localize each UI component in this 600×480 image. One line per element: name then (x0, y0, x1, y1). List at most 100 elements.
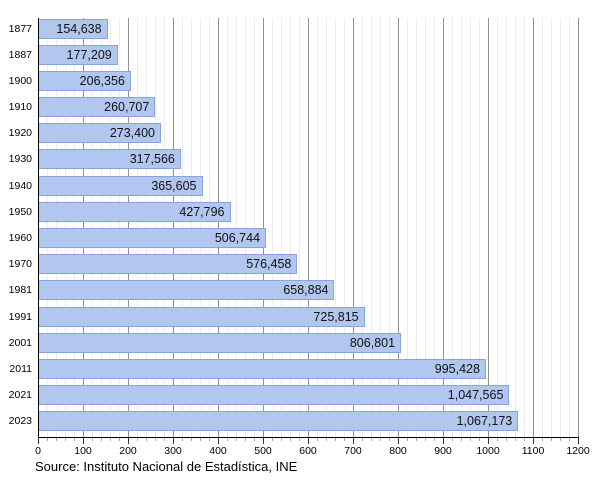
gridline-minor (425, 18, 426, 437)
bar-value-label: 806,801 (349, 335, 396, 350)
x-tick-label-800: 800 (389, 445, 407, 457)
gridline-minor (209, 18, 210, 437)
x-tick-major (443, 438, 444, 444)
x-tick-major (263, 438, 264, 444)
year-label-1920: 1920 (8, 127, 32, 140)
x-tick-minor (245, 438, 246, 441)
gridline-minor (92, 18, 93, 437)
bar-value-label: 177,209 (66, 47, 112, 62)
bar-value-label: 1,047,565 (447, 388, 504, 403)
x-tick-label-500: 500 (254, 445, 272, 457)
bar-1930: 317,566 (38, 149, 181, 170)
x-tick-label-100: 100 (74, 445, 92, 457)
x-tick-minor (497, 438, 498, 441)
x-tick-minor (551, 438, 552, 441)
x-tick-label-200: 200 (119, 445, 137, 457)
x-tick-minor (317, 438, 318, 441)
x-tick-minor (227, 438, 228, 441)
year-label-1960: 1960 (8, 232, 32, 244)
year-label-2011: 2011 (9, 362, 32, 375)
gridline-major (173, 18, 174, 437)
x-tick-minor (191, 438, 192, 441)
gridline-major (443, 18, 444, 437)
bar-value-label: 576,458 (246, 257, 292, 272)
x-tick-minor (335, 438, 336, 441)
gridline-minor (560, 18, 561, 437)
source-caption: Source: Instituto Nacional de Estadístic… (35, 459, 298, 474)
x-tick-major (128, 438, 129, 444)
bar-value-label: 995,428 (434, 361, 480, 376)
gridline-minor (542, 18, 543, 437)
gridline-minor (101, 18, 102, 437)
x-tick-minor (92, 438, 93, 441)
x-tick-minor (425, 438, 426, 441)
year-label-1970: 1970 (8, 258, 32, 271)
x-tick-minor (299, 438, 300, 441)
x-tick-minor (416, 438, 417, 441)
gridline-minor (245, 18, 246, 437)
year-label-2023: 2023 (8, 415, 32, 428)
gridline-minor (326, 18, 327, 437)
bar-1981: 658,884 (38, 280, 335, 301)
gridline-minor (551, 18, 552, 437)
x-axis-line (38, 437, 579, 438)
year-label-2001: 2001 (8, 336, 32, 349)
x-tick-minor (137, 438, 138, 441)
gridline-minor (470, 18, 471, 437)
x-tick-minor (110, 438, 111, 441)
gridline-minor (236, 18, 237, 437)
bar-1877: 154,638 (38, 18, 108, 39)
gridline-minor (506, 18, 507, 437)
bar-2001: 806,801 (38, 332, 402, 353)
year-label-1877: 1877 (8, 22, 32, 35)
gridline-minor (524, 18, 525, 437)
x-tick-minor (569, 438, 570, 441)
gridline-minor (110, 18, 111, 437)
gridline-major (308, 18, 309, 437)
bar-1920: 273,400 (38, 123, 162, 144)
bar-value-label: 206,356 (79, 73, 125, 88)
x-tick-minor (344, 438, 345, 441)
gridline-minor (65, 18, 66, 437)
x-tick-label-0: 0 (35, 445, 41, 457)
x-tick-major (353, 438, 354, 444)
bar-2023: 1,067,173 (38, 411, 519, 432)
gridline-major (263, 18, 264, 437)
gridline-minor (119, 18, 120, 437)
x-tick-minor (380, 438, 381, 441)
gridline-major (83, 18, 84, 437)
x-tick-label-1200: 1200 (566, 445, 590, 457)
x-tick-minor (452, 438, 453, 441)
x-tick-minor (146, 438, 147, 441)
x-tick-minor (560, 438, 561, 441)
gridline-major (218, 18, 219, 437)
gridline-major (128, 18, 129, 437)
x-tick-major (398, 438, 399, 444)
x-tick-major (218, 438, 219, 444)
x-tick-label-700: 700 (344, 445, 362, 457)
x-tick-minor (74, 438, 75, 441)
year-label-1887: 1887 (8, 48, 32, 61)
x-tick-minor (362, 438, 363, 441)
gridline-minor (290, 18, 291, 437)
gridline-major (353, 18, 354, 437)
gridline-minor (227, 18, 228, 437)
x-tick-minor (119, 438, 120, 441)
bar-value-label: 506,744 (214, 231, 261, 245)
gridline-minor (254, 18, 255, 437)
x-tick-minor (461, 438, 462, 441)
x-tick-label-1000: 1000 (476, 445, 500, 457)
x-tick-major (533, 438, 534, 444)
bar-value-label: 658,884 (283, 283, 329, 298)
x-tick-minor (56, 438, 57, 441)
gridline-minor (389, 18, 390, 437)
gridline-minor (407, 18, 408, 437)
gridline-minor (146, 18, 147, 437)
bar-value-label: 1,067,173 (456, 414, 513, 429)
x-tick-minor (479, 438, 480, 441)
x-tick-minor (326, 438, 327, 441)
x-tick-minor (407, 438, 408, 441)
gridline-minor (299, 18, 300, 437)
gridline-minor (137, 18, 138, 437)
x-tick-label-600: 600 (299, 445, 317, 457)
